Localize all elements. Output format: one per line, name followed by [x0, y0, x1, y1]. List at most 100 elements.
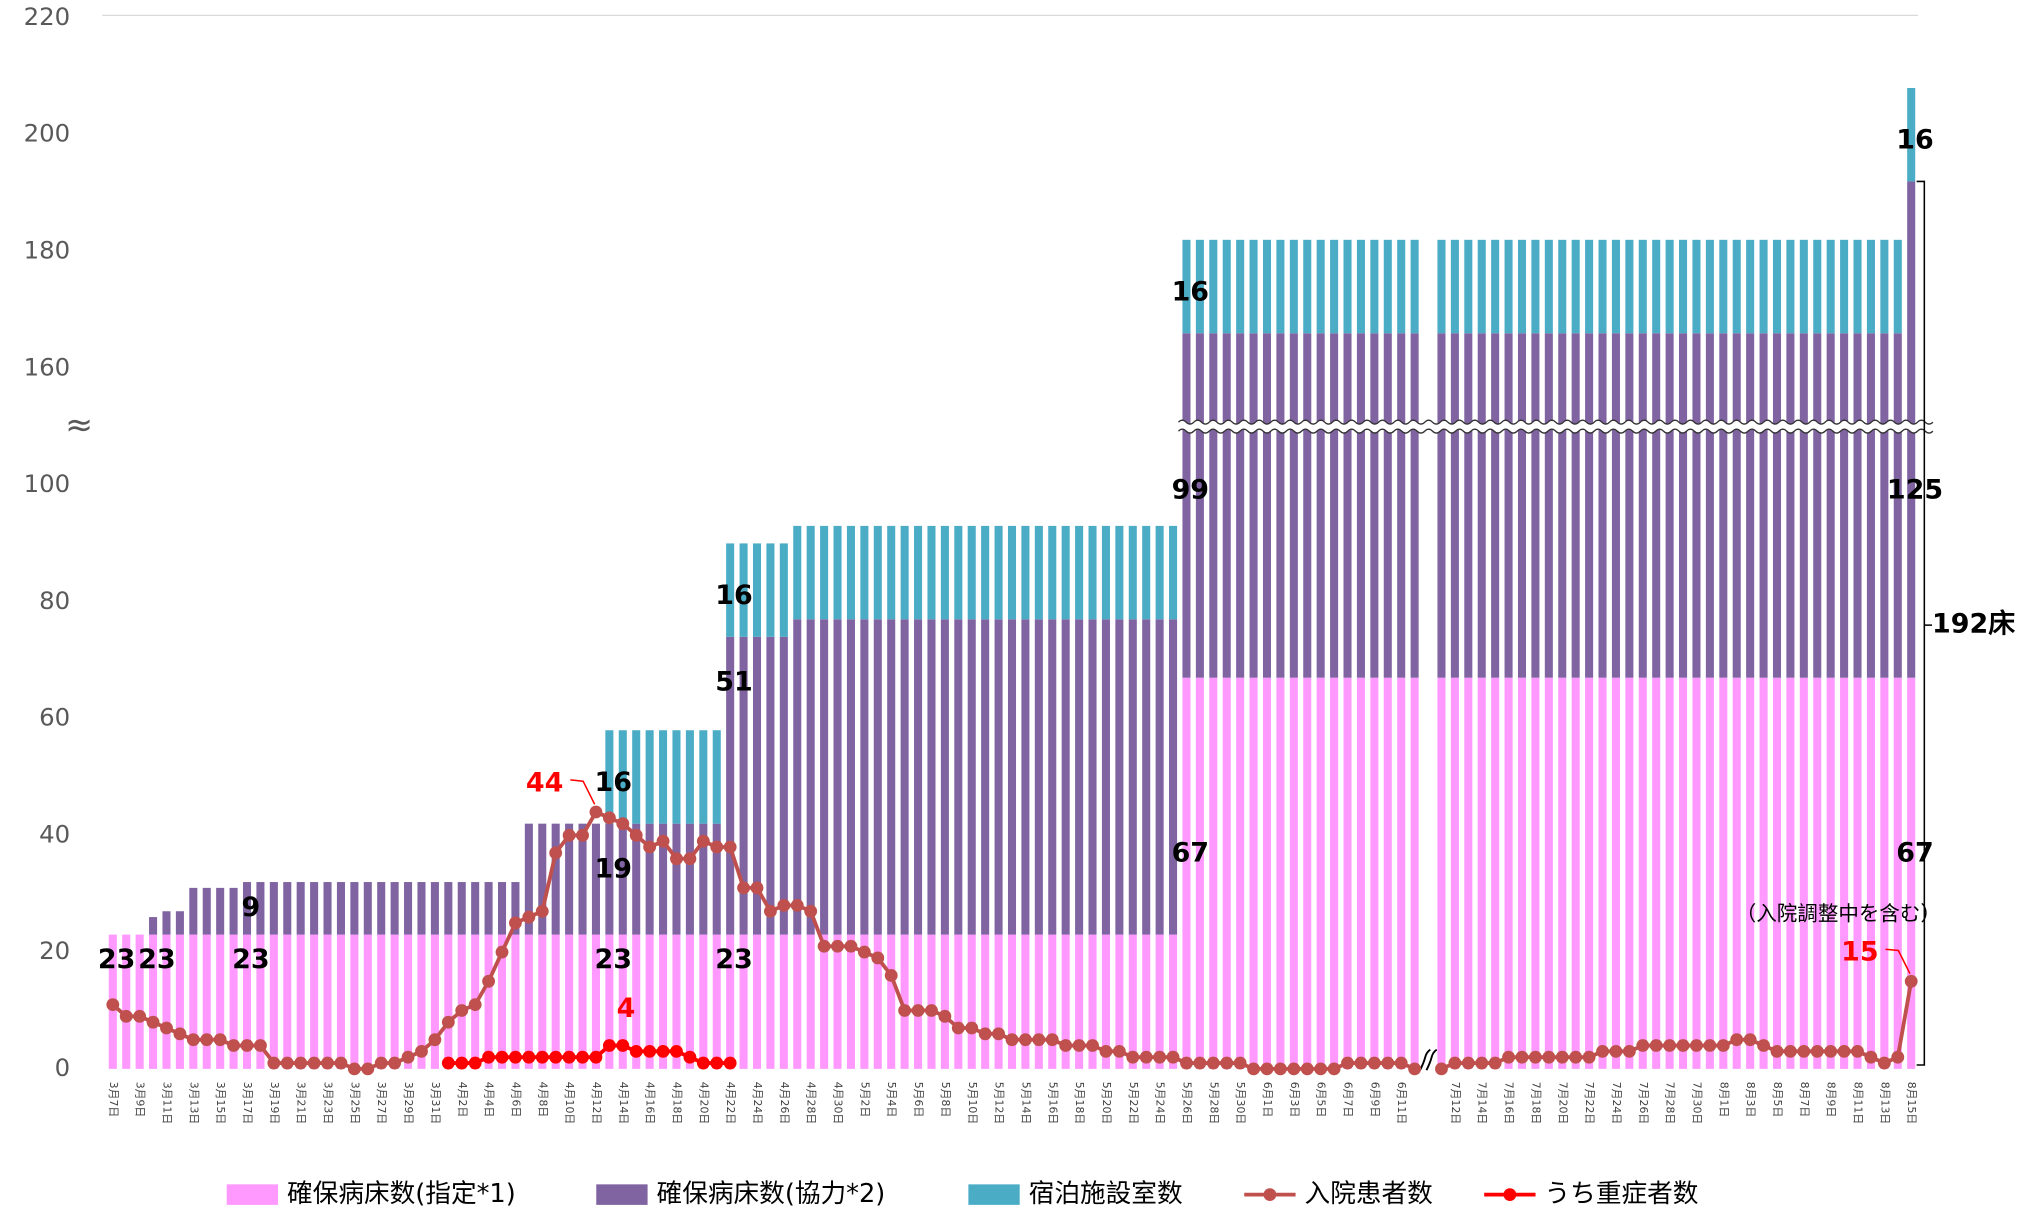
bar	[578, 934, 587, 1069]
bar	[1061, 619, 1070, 935]
bar	[1195, 677, 1204, 1069]
line-marker	[133, 1009, 147, 1023]
data-label: 23	[138, 944, 175, 975]
bar	[149, 934, 158, 1069]
bar	[1182, 239, 1191, 334]
line-marker	[884, 969, 898, 982]
bar	[685, 823, 694, 935]
bar	[538, 934, 547, 1069]
bar	[1356, 239, 1365, 334]
bar	[1893, 239, 1902, 334]
bar	[1746, 333, 1755, 678]
bar	[860, 525, 869, 620]
legend-item: 宿泊施設室数	[968, 1179, 1183, 1209]
x-tick-label: 7月22日	[1583, 1082, 1596, 1125]
bar	[511, 882, 520, 935]
line-marker	[227, 1039, 241, 1052]
x-tick-label: 7月30日	[1690, 1082, 1703, 1125]
bar	[793, 525, 802, 620]
line-marker	[629, 828, 643, 842]
line-marker	[992, 1027, 1005, 1041]
line-marker	[1475, 1056, 1489, 1070]
line-marker	[1596, 1044, 1609, 1058]
bar	[1813, 333, 1822, 678]
bar	[1383, 333, 1392, 678]
line-marker	[616, 817, 630, 831]
line-marker	[576, 828, 589, 842]
bar	[1142, 619, 1151, 935]
data-label: 16	[1896, 125, 1934, 156]
line-marker	[750, 881, 764, 895]
bar	[1128, 619, 1137, 935]
line-marker	[817, 939, 831, 953]
bar	[659, 823, 668, 935]
line-marker	[1904, 974, 1918, 988]
bar	[1558, 239, 1567, 334]
bar	[1517, 333, 1527, 678]
bar	[739, 636, 748, 935]
bar	[1155, 525, 1164, 620]
bar	[1611, 239, 1620, 334]
x-tick-label: 8月15日	[1905, 1082, 1918, 1125]
x-tick-label: 7月12日	[1449, 1082, 1462, 1125]
bar	[1491, 677, 1500, 1069]
bar	[1464, 677, 1473, 1069]
bar	[1142, 525, 1151, 620]
bar	[1786, 239, 1795, 334]
bar	[1692, 239, 1701, 334]
x-tick-label: 3月7日	[107, 1082, 120, 1118]
bar	[1128, 525, 1137, 620]
y-tick-label: 160	[24, 352, 71, 381]
line-marker	[186, 1033, 200, 1047]
line-marker	[1327, 1062, 1341, 1076]
y-axis-break-label: ≈	[65, 405, 93, 444]
bar	[1169, 525, 1178, 620]
bar	[1611, 333, 1620, 678]
line-marker	[119, 1009, 133, 1023]
line-marker	[1676, 1039, 1690, 1052]
x-tick-label: 5月14日	[1019, 1082, 1032, 1125]
line-marker	[1045, 1033, 1059, 1047]
bar	[578, 823, 587, 935]
line-marker	[831, 939, 844, 953]
x-tick-label: 4月10日	[563, 1082, 576, 1125]
bar	[1410, 677, 1419, 1069]
bar	[981, 934, 990, 1069]
line-marker	[1247, 1062, 1260, 1076]
bar	[914, 934, 923, 1069]
bar	[739, 934, 748, 1069]
line-marker	[1153, 1050, 1167, 1064]
line-marker	[307, 1056, 321, 1070]
bar	[216, 887, 225, 935]
x-tick-label: 5月10日	[966, 1082, 979, 1125]
line-marker	[1019, 1033, 1032, 1047]
line-marker	[1569, 1050, 1583, 1064]
bar	[672, 934, 681, 1069]
line-marker	[1032, 1033, 1046, 1047]
line-marker	[1743, 1033, 1757, 1047]
bar	[256, 934, 265, 1069]
bar	[833, 525, 842, 620]
line-marker	[1381, 1056, 1395, 1070]
bar	[1075, 525, 1084, 620]
bar	[1705, 333, 1714, 678]
line-marker	[938, 1009, 952, 1023]
bar	[1464, 239, 1473, 334]
line-marker	[737, 881, 750, 895]
bar	[1759, 677, 1768, 1069]
bar	[430, 934, 439, 1069]
data-label: 67	[1172, 838, 1210, 869]
line-marker	[589, 805, 603, 819]
bar	[1410, 239, 1419, 334]
bar	[1222, 239, 1231, 334]
bar	[873, 619, 882, 935]
line-marker	[1690, 1039, 1703, 1052]
bar	[1625, 677, 1634, 1069]
line-marker	[455, 1004, 469, 1017]
bar	[1732, 333, 1741, 678]
bar	[779, 934, 788, 1069]
bar	[860, 934, 869, 1069]
bar	[1061, 934, 1070, 1069]
data-label: 15	[1841, 937, 1879, 968]
bar	[135, 934, 144, 1069]
